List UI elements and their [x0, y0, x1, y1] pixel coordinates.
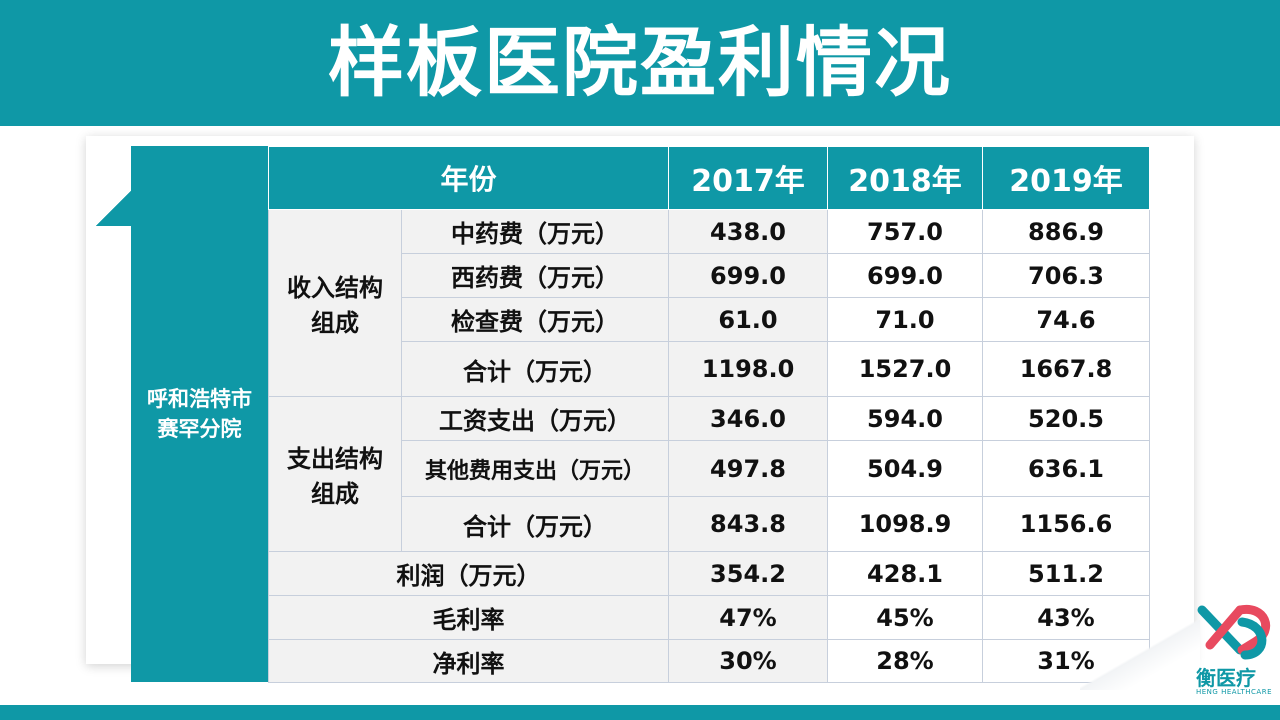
cell: 30% — [668, 639, 829, 683]
header-row: 年份 2017年 2018年 2019年 — [267, 146, 1151, 210]
row-label: 工资支出（万元） — [400, 396, 670, 441]
cell: 61.0 — [668, 297, 829, 342]
profit-table: 年份 2017年 2018年 2019年 收入结构 组成 中药费（万元） 438… — [267, 146, 1151, 683]
table-row: 其他费用支出（万元） 497.8 504.9 636.1 — [269, 440, 1151, 497]
row-label: 净利率 — [267, 639, 670, 683]
year-2017: 2017年 — [668, 146, 829, 210]
cell: 1156.6 — [982, 496, 1151, 552]
cell: 1098.9 — [827, 496, 984, 552]
income-group-line1: 收入结构 — [287, 274, 383, 302]
table-row: 检查费（万元） 61.0 71.0 74.6 — [269, 297, 1151, 342]
expense-group-label: 支出结构 组成 — [268, 396, 402, 552]
hospital-band — [131, 146, 268, 682]
hospital-name-line2: 赛罕分院 — [157, 417, 242, 441]
gross-margin-row: 毛利率 47% 45% 43% — [267, 595, 1151, 640]
row-label: 检查费（万元） — [400, 297, 670, 342]
cell: 699.0 — [668, 253, 829, 298]
year-2018: 2018年 — [827, 146, 984, 210]
net-margin-row: 净利率 30% 28% 31% — [267, 639, 1151, 683]
cell: 1198.0 — [668, 341, 829, 397]
profit-cell: 428.1 — [827, 551, 984, 596]
expense-group-line2: 组成 — [311, 480, 359, 508]
title-bar: 样板医院盈利情况 — [0, 0, 1280, 126]
cell: 706.3 — [982, 253, 1151, 298]
page-title: 样板医院盈利情况 — [328, 18, 952, 107]
cell: 497.8 — [668, 440, 829, 497]
profit-row: 利润（万元） 354.2 428.1 511.2 — [267, 551, 1151, 596]
row-label: 合计（万元） — [400, 496, 670, 552]
profit-cell: 354.2 — [668, 551, 829, 596]
cell: 71.0 — [827, 297, 984, 342]
cell: 843.8 — [668, 496, 829, 552]
cell: 886.9 — [982, 209, 1151, 254]
cell: 520.5 — [982, 396, 1151, 441]
row-label: 利润（万元） — [267, 551, 670, 596]
cell: 47% — [668, 595, 829, 640]
logo-text: 衡医疗 — [1196, 666, 1256, 690]
cell: 757.0 — [827, 209, 984, 254]
hospital-name-line1: 呼和浩特市 — [147, 387, 252, 411]
year-2019: 2019年 — [982, 146, 1151, 210]
income-group-label: 收入结构 组成 — [268, 209, 402, 397]
bottom-bar — [0, 705, 1280, 720]
profit-cell: 511.2 — [982, 551, 1151, 596]
table-row: 合计（万元） 1198.0 1527.0 1667.8 — [269, 341, 1151, 397]
cell: 28% — [827, 639, 984, 683]
cell: 594.0 — [827, 396, 984, 441]
year-label: 年份 — [267, 146, 670, 210]
cell: 1667.8 — [982, 341, 1151, 397]
expense-group-line1: 支出结构 — [287, 445, 383, 473]
cell: 699.0 — [827, 253, 984, 298]
row-label: 合计（万元） — [400, 341, 670, 397]
infinity-heart-logo-icon — [1197, 604, 1271, 660]
income-group-line2: 组成 — [311, 309, 359, 337]
row-label: 毛利率 — [267, 595, 670, 640]
cell: 45% — [827, 595, 984, 640]
logo-subtext: HENG HEALTHCARE — [1196, 688, 1272, 696]
cell: 1527.0 — [827, 341, 984, 397]
cell: 504.9 — [827, 440, 984, 497]
row-label: 中药费（万元） — [400, 209, 670, 254]
hospital-name: 呼和浩特市 赛罕分院 — [131, 384, 268, 444]
row-label: 西药费（万元） — [400, 253, 670, 298]
cell: 74.6 — [982, 297, 1151, 342]
table-row: 合计（万元） 843.8 1098.9 1156.6 — [269, 496, 1151, 552]
table-row: 支出结构 组成 工资支出（万元） 346.0 594.0 520.5 — [268, 396, 1151, 552]
cell: 636.1 — [982, 440, 1151, 497]
cell: 438.0 — [668, 209, 829, 254]
row-label: 其他费用支出（万元） — [400, 440, 670, 497]
table-row: 西药费（万元） 699.0 699.0 706.3 — [269, 253, 1151, 298]
page-curl-decoration — [1080, 620, 1200, 690]
cell: 346.0 — [668, 396, 829, 441]
table-row: 收入结构 组成 中药费（万元） 438.0 757.0 886.9 — [268, 209, 1151, 397]
